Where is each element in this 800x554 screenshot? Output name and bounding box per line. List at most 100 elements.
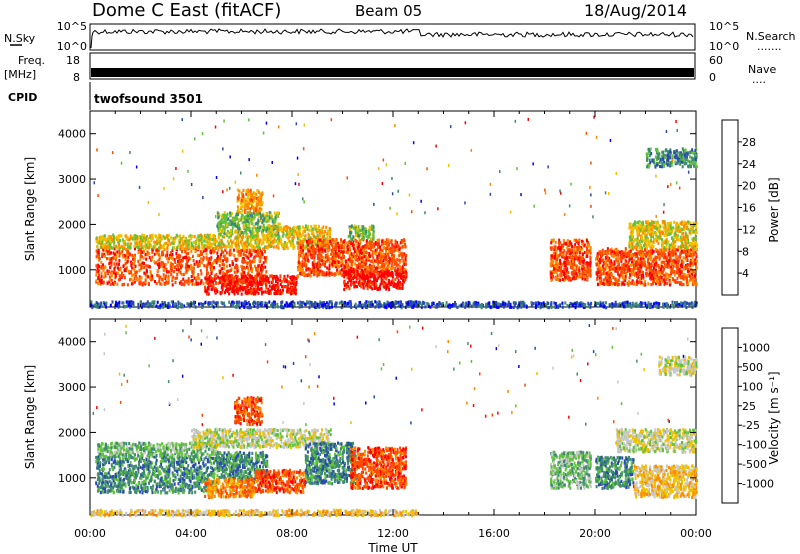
power-echo-cell (192, 259, 195, 263)
power-echo-cell (260, 270, 263, 274)
power-echo-cell (203, 264, 206, 268)
power-echo-cell (359, 283, 361, 287)
power-echo-cell (391, 250, 393, 254)
power-echo-cell (398, 260, 401, 264)
power-echo-cell (281, 291, 284, 295)
power-echo-cell (238, 189, 241, 193)
power-echo-cell (252, 292, 255, 296)
power-echo-cell (317, 262, 320, 266)
power-echo-cell (282, 232, 285, 236)
power-echo-cell (277, 211, 280, 215)
power-echo-cell (273, 237, 276, 241)
power-echo-cell (111, 237, 114, 242)
power-echo-cell (175, 233, 178, 237)
power-echo-cell (363, 231, 366, 235)
power-echo-cell (377, 245, 380, 249)
power-echo-cell (113, 267, 116, 271)
power-echo-cell (260, 242, 263, 246)
power-echo-cell (577, 257, 580, 261)
power-echo-cell (318, 256, 321, 260)
power-echo-cell (602, 278, 605, 282)
power-echo-cell (565, 271, 567, 276)
power-echo-cell (133, 276, 136, 280)
power-echo-cell (372, 225, 375, 229)
power-echo-cell (343, 287, 346, 291)
power-echo-cell (274, 215, 277, 219)
power-echo-cell (225, 271, 228, 275)
power-echo-cell (98, 279, 101, 283)
power-echo-cell (350, 266, 353, 270)
power-echo-cell (269, 226, 272, 230)
power-echo-cell (156, 269, 159, 273)
power-echo-cell (352, 246, 355, 250)
power-echo-cell (377, 263, 380, 267)
power-echo-cell (327, 272, 329, 276)
power-echo-cell (237, 233, 240, 237)
power-echo-cell (242, 234, 244, 238)
power-echo-cell (126, 283, 129, 287)
power-echo-cell (153, 260, 156, 264)
power-echo-cell (223, 220, 226, 224)
power-echo-cell (270, 244, 273, 249)
power-echo-cell (228, 251, 231, 255)
power-echo-cell (335, 254, 338, 258)
power-echo-cell (569, 241, 572, 245)
power-echo-cell (220, 250, 223, 254)
power-echo-cell (252, 237, 255, 241)
power-echo-cell (206, 271, 209, 275)
power-echo-cell (272, 245, 275, 249)
power-echo-cell (266, 226, 269, 230)
power-echo-cell (145, 274, 147, 278)
power-echo-cell (360, 256, 363, 260)
power-echo-cell (311, 261, 314, 265)
power-echo-cell (169, 242, 172, 246)
power-echo-cell (244, 199, 247, 203)
power-echo-cell (312, 233, 315, 237)
power-echo-cell (122, 264, 125, 269)
power-echo-cell (98, 265, 100, 269)
power-echo-cell (299, 254, 302, 258)
power-echo-cell (388, 257, 391, 261)
power-echo-cell (103, 237, 105, 242)
power-echo-cell (257, 266, 260, 271)
power-echo-cell (270, 216, 273, 220)
power-echo-cell (137, 242, 140, 246)
power-echo-cell (256, 280, 259, 284)
power-echo-cell (360, 259, 363, 263)
power-echo-cell (303, 272, 306, 276)
power-echo-cell (242, 275, 245, 279)
power-echo-cell (264, 290, 267, 294)
power-echo-cell (102, 268, 105, 272)
power-echo-cell (363, 248, 366, 252)
power-echo-cell (202, 249, 205, 253)
power-echo-cell (127, 251, 130, 255)
power-echo-cell (109, 260, 112, 264)
power-echo-cell (157, 274, 160, 278)
power-echo-cell (148, 256, 151, 260)
power-echo-cell (124, 258, 127, 262)
power-echo-cell (326, 252, 329, 256)
power-echo-cell (291, 232, 294, 237)
power-echo-cell (114, 276, 117, 280)
power-echo-cell (401, 238, 403, 243)
power-echo-cell (156, 239, 159, 243)
power-echo-cell (394, 261, 397, 265)
power-echo-cell (258, 258, 261, 262)
power-echo-cell (292, 225, 295, 229)
power-echo-cell (281, 234, 284, 238)
power-echo-cell (305, 273, 308, 277)
power-echo-cell (95, 264, 98, 268)
power-echo-cell (356, 267, 359, 272)
power-echo-cell (341, 256, 344, 260)
power-echo-cell (258, 272, 260, 276)
power-echo-cell (241, 243, 244, 247)
power-echo-cell (575, 272, 578, 276)
power-echo-cell (246, 238, 249, 242)
power-echo-cell (117, 238, 120, 243)
power-echo-cell (260, 193, 263, 197)
power-echo-cell (220, 219, 223, 224)
power-echo-cell (291, 277, 294, 281)
power-echo-cell (404, 259, 407, 263)
power-echo-cell (244, 260, 247, 264)
power-echo-cell (393, 258, 396, 262)
